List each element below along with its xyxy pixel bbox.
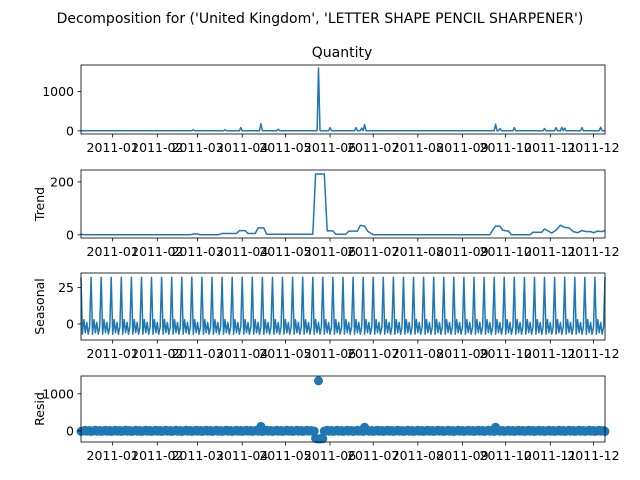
seasonal-xtick-label: 2011-07	[347, 346, 399, 361]
quantity-xtick-label: 2011-11	[524, 140, 576, 155]
quantity-xtick-label: 2011-12	[567, 140, 619, 155]
quantity-xtick-label: 2011-08	[392, 140, 444, 155]
resid-xtick-label: 2011-05	[259, 448, 311, 463]
resid-axes-frame	[80, 375, 606, 443]
trend-xtick-label: 2011-09	[436, 244, 488, 259]
quantity-ytick-label: 1000	[42, 84, 74, 99]
trend-ylabel: Trend	[32, 187, 47, 222]
resid-xtick-label: 2011-01	[87, 448, 139, 463]
trend-xtick-label: 2011-04	[216, 244, 268, 259]
seasonal-xtick-label: 2011-08	[392, 346, 444, 361]
trend-xtick-label: 2011-06	[304, 244, 356, 259]
seasonal-xtick-label: 2011-01	[87, 346, 139, 361]
seasonal-xtick-label: 2011-05	[259, 346, 311, 361]
resid-xtick-label: 2011-10	[480, 448, 532, 463]
seasonal-xtick-label: 2011-09	[436, 346, 488, 361]
resid-xtick-label: 2011-12	[567, 448, 619, 463]
seasonal-xtick-label: 2011-06	[304, 346, 356, 361]
quantity-xtick-label: 2011-04	[216, 140, 268, 155]
trend-xtick-label: 2011-08	[392, 244, 444, 259]
resid-ytick-label: 0	[66, 423, 74, 438]
trend-axes-frame	[80, 169, 606, 239]
seasonal-xtick-label: 2011-12	[567, 346, 619, 361]
seasonal-xtick-label: 2011-04	[216, 346, 268, 361]
trend-xtick-label: 2011-03	[171, 244, 223, 259]
trend-ytick-label: 0	[66, 227, 74, 242]
quantity-ytick-label: 0	[66, 123, 74, 138]
seasonal-panel: 0252011-012011-022011-032011-042011-0520…	[32, 272, 620, 361]
resid-xtick-label: 2011-06	[304, 448, 356, 463]
quantity-xtick-label: 2011-02	[131, 140, 183, 155]
trend-xtick-label: 2011-05	[259, 244, 311, 259]
seasonal-ylabel: Seasonal	[32, 278, 47, 335]
quantity-xtick-label: 2011-01	[87, 140, 139, 155]
seasonal-ytick-label: 25	[58, 280, 74, 295]
resid-ylabel: Resid	[32, 392, 47, 426]
resid-panel: 0 1000 2011-012011-022011-032011-042011-05…	[32, 375, 620, 463]
seasonal-xtick-label: 2011-10	[480, 346, 532, 361]
quantity-xtick-label: 2011-10	[480, 140, 532, 155]
quantity-panel: 0 1000 2011-012011-022011-032011-042011-05…	[42, 64, 620, 155]
seasonal-xtick-label: 2011-11	[524, 346, 576, 361]
trend-xtick-label: 2011-01	[87, 244, 139, 259]
quantity-xtick-label: 2011-06	[304, 140, 356, 155]
trend-xtick-label: 2011-02	[131, 244, 183, 259]
trend-ytick-label: 200	[50, 174, 74, 189]
trend-xtick-label: 2011-07	[347, 244, 399, 259]
resid-xtick-label: 2011-11	[524, 448, 576, 463]
trend-xtick-label: 2011-11	[524, 244, 576, 259]
quantity-xtick-label: 2011-09	[436, 140, 488, 155]
quantity-xtick-label: 2011-07	[347, 140, 399, 155]
quantity-panel-title: Quantity	[312, 45, 373, 61]
resid-xtick-label: 2011-04	[216, 448, 268, 463]
resid-point	[318, 434, 328, 444]
quantity-xtick-label: 2011-03	[171, 140, 223, 155]
quantity-series-line	[81, 67, 605, 132]
seasonal-axes-frame	[80, 272, 606, 341]
resid-xtick-label: 2011-02	[131, 448, 183, 463]
quantity-xtick-label: 2011-05	[259, 140, 311, 155]
seasonal-xtick-label: 2011-02	[131, 346, 183, 361]
trend-panel: 02002011-012011-022011-032011-042011-052…	[32, 169, 620, 259]
seasonal-series-line	[80, 276, 606, 335]
resid-xtick-label: 2011-07	[347, 448, 399, 463]
trend-xtick-label: 2011-12	[567, 244, 619, 259]
resid-xtick-label: 2011-09	[436, 448, 488, 463]
seasonal-ytick-label: 0	[66, 316, 74, 331]
resid-xtick-label: 2011-03	[171, 448, 223, 463]
seasonal-xtick-label: 2011-03	[171, 346, 223, 361]
resid-point	[314, 376, 323, 386]
resid-ytick-label: 1000	[42, 386, 74, 401]
figure-suptitle: Decomposition for ('United Kingdom', 'LE…	[57, 11, 584, 27]
quantity-axes-frame	[80, 64, 606, 135]
resid-point	[309, 426, 319, 436]
trend-series-line	[80, 173, 606, 236]
trend-xtick-label: 2011-10	[480, 244, 532, 259]
resid-xtick-label: 2011-08	[392, 448, 444, 463]
